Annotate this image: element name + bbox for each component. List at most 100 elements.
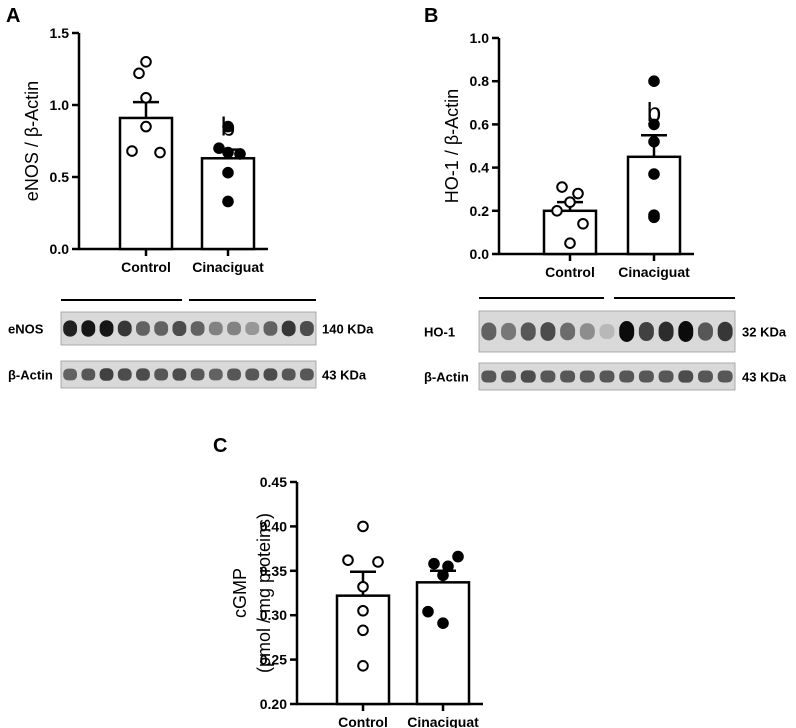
blot-band — [658, 321, 674, 342]
bar-control — [118, 116, 174, 251]
blot-band — [117, 320, 132, 337]
panel-letter: A — [6, 5, 20, 27]
data-point — [140, 56, 152, 68]
blot-band — [658, 370, 674, 383]
y-tick-label: 0.0 — [470, 246, 490, 262]
data-point — [648, 135, 660, 148]
data-point — [422, 605, 434, 618]
blot-band — [172, 368, 187, 381]
data-point — [648, 75, 660, 87]
blot-band — [520, 322, 536, 341]
blot-band — [638, 321, 654, 342]
significance-marker: b — [647, 97, 661, 127]
data-point — [442, 560, 454, 573]
data-point — [140, 120, 152, 133]
blot-band — [281, 320, 296, 337]
y-tick-label: 1.0 — [50, 97, 70, 113]
data-point — [648, 211, 660, 224]
blot-band — [697, 322, 713, 341]
data-point — [648, 118, 660, 131]
data-point — [222, 120, 234, 133]
data-point — [154, 146, 166, 159]
blot-strip — [60, 311, 317, 346]
y-tick-label: 0.2 — [470, 203, 490, 219]
blot-band — [501, 370, 517, 383]
data-point — [222, 195, 234, 208]
blot-band — [520, 370, 536, 383]
data-point — [572, 187, 584, 200]
panel-c: C 0.20 0.25 0.30 0.35 0.40 0.45 cGMP (pmol / mg … — [213, 435, 483, 728]
blot-band — [481, 370, 497, 383]
y-tick-label: 1.0 — [470, 30, 490, 46]
data-point — [222, 166, 234, 179]
blot-size-label: 43 KDa — [742, 370, 787, 385]
panel-letter: C — [213, 435, 227, 457]
data-point — [564, 196, 576, 208]
data-point — [357, 660, 369, 672]
panel-a: A 0.0 0.5 1.0 1.5 eNOS / β-Actin Control Cinaci… — [6, 5, 374, 389]
blot-band — [190, 368, 205, 381]
blot-band — [245, 368, 260, 381]
data-point — [222, 146, 234, 159]
y-tick-label: 0.8 — [470, 73, 490, 89]
blot-band — [190, 321, 205, 336]
blot-band — [263, 368, 278, 381]
blot-band — [717, 321, 733, 342]
data-point — [126, 145, 138, 157]
blot-band — [81, 320, 96, 337]
blot-band — [481, 322, 497, 341]
data-point — [577, 217, 589, 230]
data-point — [213, 142, 225, 154]
blot-band — [560, 370, 576, 383]
x-tick-label: Control — [545, 264, 595, 280]
blot-band — [63, 320, 78, 337]
y-tick-label: 0.40 — [260, 518, 287, 534]
blot-band — [501, 322, 517, 341]
bar-cinaciguat — [415, 581, 471, 706]
data-point — [428, 557, 440, 570]
blot-band — [208, 368, 223, 381]
blot-row-label: β-Actin — [424, 370, 469, 385]
blot-size-label: 140 KDa — [322, 322, 374, 337]
blot-band — [154, 368, 169, 381]
blot-band — [172, 320, 187, 337]
data-point — [234, 148, 246, 160]
blot-band — [579, 370, 595, 383]
blot-band — [208, 321, 223, 336]
blot-band — [81, 368, 96, 381]
blot-band — [154, 321, 169, 336]
blot-band — [619, 321, 635, 342]
x-tick-label: Control — [338, 714, 388, 728]
blot-band — [245, 321, 260, 336]
blot-band — [638, 370, 654, 383]
data-point — [140, 92, 152, 104]
data-point — [564, 237, 576, 249]
blot-size-label: 32 KDa — [742, 325, 787, 340]
y-axis-label: HO-1 / β-Actin — [442, 89, 462, 203]
y-tick-label: 1.5 — [50, 25, 70, 41]
y-tick-label: 0.25 — [260, 652, 287, 668]
blot-band — [99, 320, 114, 337]
blot-size-label: 43 KDa — [322, 368, 367, 383]
x-tick-label: Control — [121, 259, 171, 275]
blot-band — [63, 368, 78, 381]
blot-band — [540, 322, 556, 341]
data-point — [556, 181, 568, 193]
data-point — [357, 604, 369, 617]
blot-band — [136, 321, 150, 336]
data-point — [551, 205, 563, 217]
blot-band — [299, 368, 314, 381]
y-tick-label: 0.0 — [50, 241, 70, 257]
data-point — [452, 550, 464, 563]
y-axis-label: cGMP — [230, 568, 250, 618]
blot-row-label: β-Actin — [8, 368, 53, 383]
y-tick-label: 0.45 — [260, 474, 287, 490]
y-tick-label: 0.30 — [260, 607, 287, 623]
data-point — [357, 520, 369, 533]
data-point — [133, 67, 145, 80]
blot-strip — [60, 360, 317, 389]
blot-band — [678, 321, 694, 342]
blot-band — [299, 320, 314, 337]
y-tick-label: 0.6 — [470, 116, 490, 132]
